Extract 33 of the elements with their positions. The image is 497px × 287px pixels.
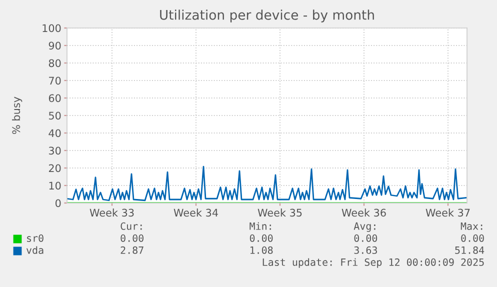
y-tick-label: 10	[49, 182, 61, 190]
text: 1.08	[250, 246, 273, 254]
y-tick-label: 60	[48, 94, 61, 102]
y-tick-label: 0	[56, 199, 61, 208]
y-tick-label: 90	[48, 42, 61, 50]
x-tick-label: Week 37	[426, 208, 470, 217]
x-tick-label: Week 33	[90, 208, 134, 217]
text: 0.00	[354, 234, 378, 242]
text: Avg:	[354, 222, 376, 232]
text: 0.00	[250, 234, 273, 242]
y-tick-label: 80	[48, 59, 61, 68]
chart-title: Utilization per device - by month	[160, 10, 374, 22]
text: Last update: Fri Sep 12 00:00:09 2025	[262, 258, 484, 268]
y-tick-label: 40	[48, 129, 61, 138]
text: Cur:	[120, 222, 142, 230]
y-tick-label: 70	[49, 76, 61, 85]
text: Min:	[250, 222, 271, 230]
text: 0.00	[120, 234, 144, 242]
text: 3.63	[354, 246, 377, 254]
y-tick-label: 20	[48, 164, 61, 172]
x-tick-label: Week 35	[258, 208, 302, 217]
y-axis-title: % busy	[12, 96, 22, 134]
text: 51.84	[455, 246, 484, 254]
legend-label: vda	[26, 246, 44, 254]
y-tick-label: 100	[42, 24, 61, 32]
text: Max:	[460, 222, 482, 230]
text: 2.87	[120, 246, 144, 254]
y-tick-label: 50	[48, 112, 61, 120]
y-tick-label: 30	[48, 146, 61, 155]
x-tick-label: Week 34	[174, 208, 218, 217]
x-tick-label: Week 36	[342, 208, 386, 217]
legend-label: sr0	[27, 234, 44, 242]
text: 0.00	[461, 234, 484, 242]
